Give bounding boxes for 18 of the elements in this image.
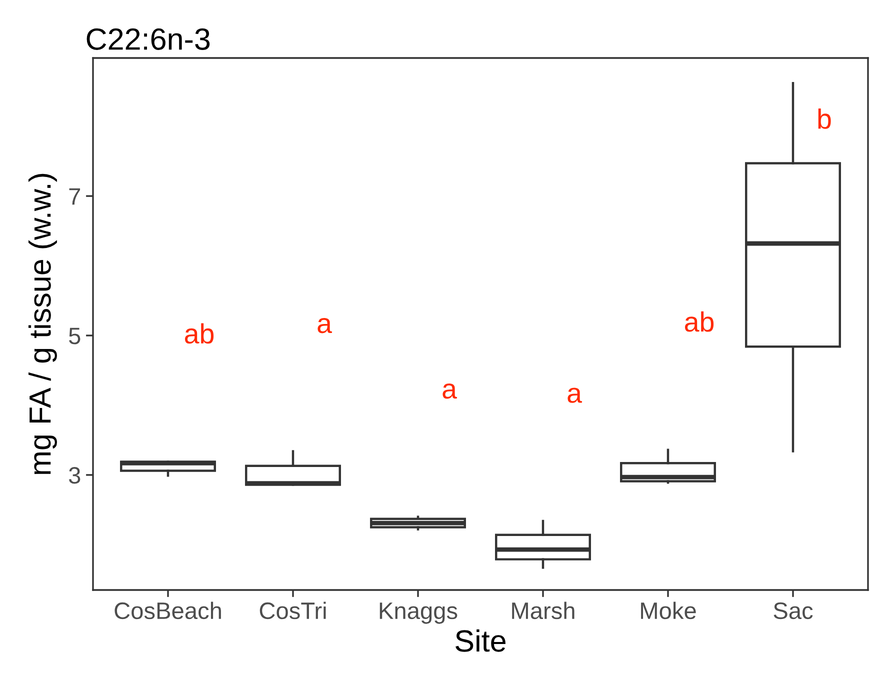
annotation: ab [184, 323, 214, 344]
x-tick-label: CosTri [260, 602, 326, 620]
y-tick-label: 7 [69, 188, 80, 205]
x-tick-label: CosBeach [114, 602, 221, 620]
x-axis-title: Site [456, 629, 506, 652]
annotation: a [318, 318, 332, 334]
x-tick-label: Knaggs [380, 602, 458, 624]
y-tick-label: 3 [68, 467, 80, 484]
annotation: ab [684, 311, 714, 332]
x-tick-label: Moke [641, 602, 696, 620]
annotation: a [442, 384, 457, 399]
chart-title: C22:6n-3 [86, 28, 210, 50]
annotation: b [818, 108, 831, 129]
annotation: a [568, 388, 582, 403]
x-tick-label: Marsh [512, 602, 574, 620]
x-tick-label: Sac [774, 602, 813, 620]
y-axis-title: mg FA / g tissue (w.w.) [28, 174, 57, 474]
y-tick-label: 5 [69, 328, 80, 344]
